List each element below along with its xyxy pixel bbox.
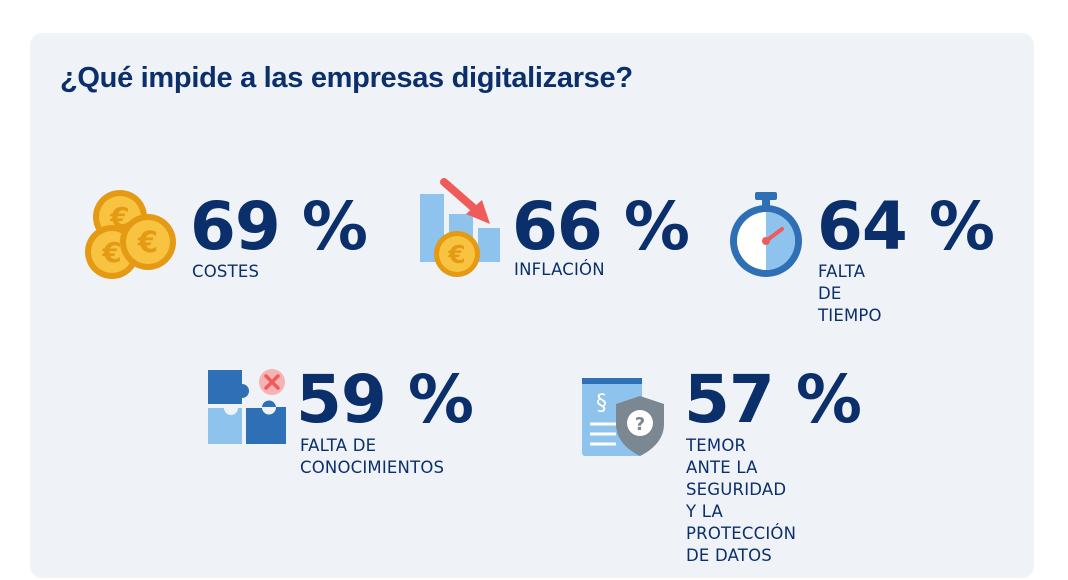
infographic-card (30, 33, 1034, 578)
stat-label: FALTA DE CONOCIMIENTOS (300, 436, 445, 477)
stopwatch-icon (730, 192, 802, 277)
data-protection-shield-icon: § ? (582, 378, 664, 456)
svg-text:€: € (447, 240, 465, 269)
svg-text:?: ? (635, 414, 645, 435)
stat-value: 66 % (512, 188, 690, 265)
svg-text:€: € (137, 225, 158, 259)
euro-coins-icon: € € € (85, 190, 176, 279)
infographic-title: ¿Qué impide a las empresas digitalizarse… (60, 62, 633, 94)
stat-value: 64 % (817, 188, 995, 265)
stat-label: FALTA DE TIEMPO (818, 262, 882, 325)
stat-value: 57 % (684, 361, 862, 438)
svg-text:€: € (101, 236, 121, 269)
stat-value: 69 % (190, 188, 368, 265)
stat-label: TEMOR ANTE LA SEGURIDAD Y LA PROTECCIÓN … (686, 436, 797, 565)
stat-label: INFLACIÓN (514, 260, 605, 279)
stat-label: COSTES (192, 262, 260, 281)
svg-text:§: § (596, 391, 607, 416)
stat-value: 59 % (296, 361, 474, 438)
puzzle-icon (208, 369, 286, 444)
inflation-chart-icon: € (420, 178, 500, 277)
